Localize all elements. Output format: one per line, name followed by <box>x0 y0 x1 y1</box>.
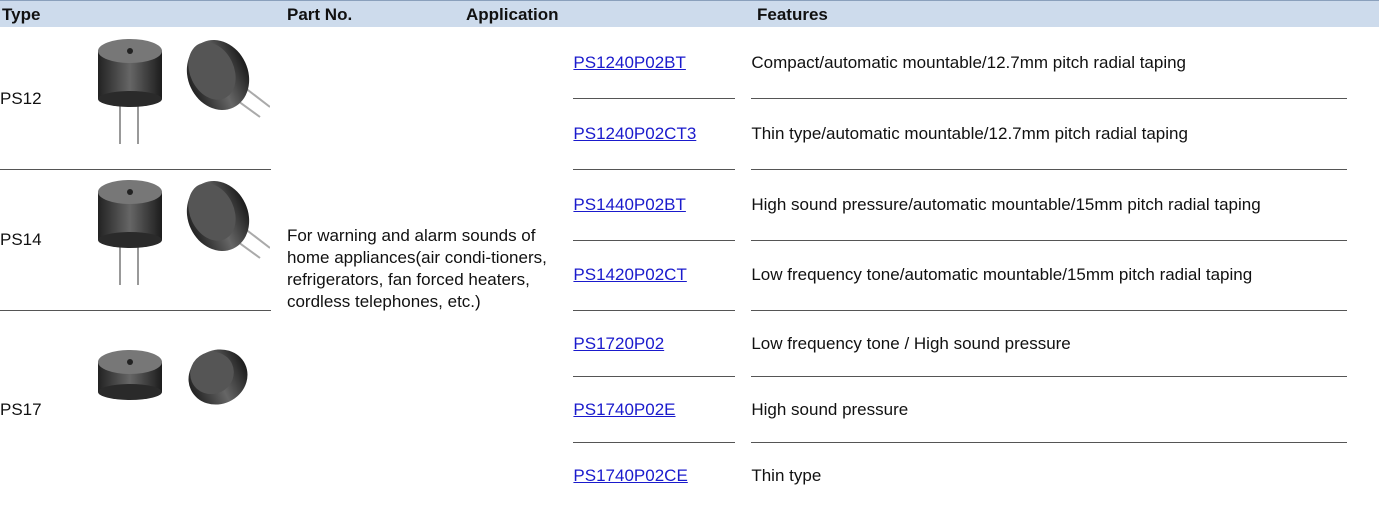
part-cell: PS1740P02E <box>573 377 735 443</box>
type-label: PS12 <box>0 89 90 109</box>
features-cell: Compact/automatic mountable/12.7mm pitch… <box>751 28 1347 99</box>
column-header: Part No. <box>287 5 352 25</box>
type-box: PS12 <box>0 29 271 169</box>
page: {"header": {"columns": ["Type", "Part No… <box>0 0 1379 494</box>
type-label: PS14 <box>0 230 90 250</box>
type-box: PS14 <box>0 170 271 310</box>
application-cell: For warning and alarm sounds of home app… <box>287 28 557 509</box>
type-label: PS17 <box>0 400 90 420</box>
part-link[interactable]: PS1740P02CE <box>573 466 687 485</box>
type-box: PS17 <box>0 340 271 480</box>
part-link[interactable]: PS1440P02BT <box>573 195 685 214</box>
column-header: Features <box>757 5 828 25</box>
type-cell: PS12 <box>0 28 271 170</box>
part-cell: PS1720P02 <box>573 311 735 377</box>
part-cell: PS1240P02CT3 <box>573 99 735 170</box>
features-cell: Thin type/automatic mountable/12.7mm pit… <box>751 99 1347 170</box>
features-cell: High sound pressure <box>751 377 1347 443</box>
column-header: Type <box>2 5 40 25</box>
table-row: PS12 For warning and alarm sounds of hom… <box>0 28 1347 99</box>
part-link[interactable]: PS1240P02BT <box>573 53 685 72</box>
part-link[interactable]: PS1740P02E <box>573 400 675 419</box>
features-cell: Low frequency tone / High sound pressure <box>751 311 1347 377</box>
features-cell: High sound pressure/automatic mountable/… <box>751 170 1347 241</box>
type-cell: PS14 <box>0 170 271 311</box>
product-image <box>90 340 270 480</box>
features-cell: Thin type <box>751 443 1347 509</box>
part-cell: PS1440P02BT <box>573 170 735 241</box>
part-link[interactable]: PS1720P02 <box>573 334 664 353</box>
product-table: PS12 For warning and alarm sounds of hom… <box>0 28 1363 509</box>
part-link[interactable]: PS1420P02CT <box>573 265 686 284</box>
table-header: Type Part No. Application Features <box>0 0 1379 27</box>
product-image <box>90 170 270 310</box>
part-cell: PS1420P02CT <box>573 241 735 312</box>
type-cell: PS17 <box>0 311 271 509</box>
product-image <box>90 29 270 169</box>
part-cell: PS1240P02BT <box>573 28 735 99</box>
column-header: Application <box>466 5 559 25</box>
part-link[interactable]: PS1240P02CT3 <box>573 124 696 143</box>
part-cell: PS1740P02CE <box>573 443 735 509</box>
features-cell: Low frequency tone/automatic mountable/1… <box>751 241 1347 312</box>
